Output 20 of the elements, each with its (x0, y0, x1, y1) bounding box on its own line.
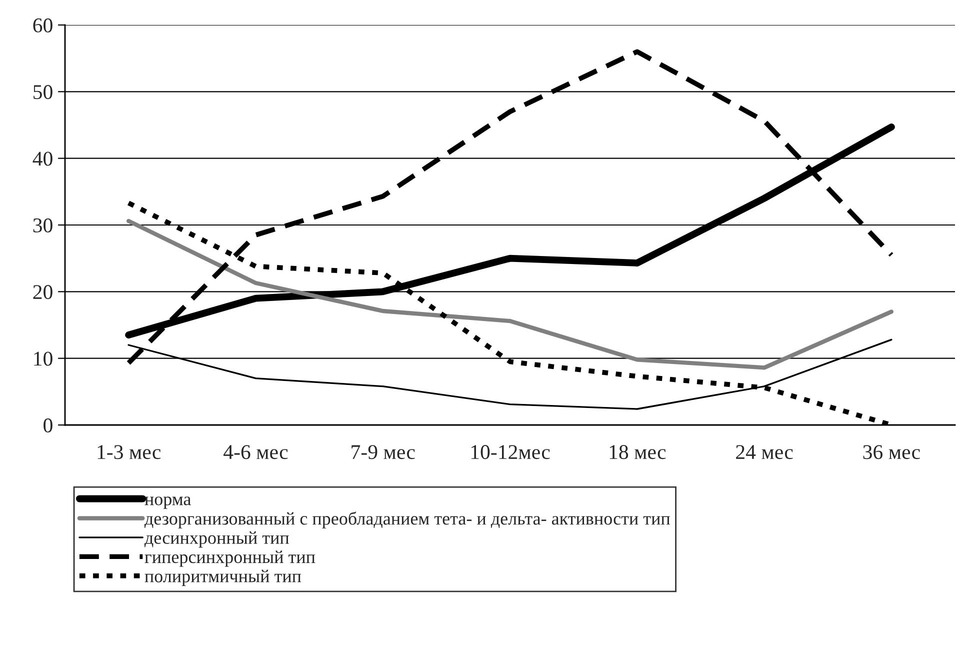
line-series (126, 218, 894, 370)
x-tick-label: 36 мес (863, 445, 920, 460)
y-tick-label: 60 (33, 18, 52, 32)
y-tick-label: 20 (33, 285, 52, 300)
x-tick-label: 7-9 мес (352, 445, 415, 460)
y-tick-label: 40 (32, 152, 52, 166)
legend-label: полиритмичный тип (144, 570, 302, 586)
legend-label: гиперсинхронный тип (144, 550, 316, 567)
y-tick-label: 30 (33, 218, 52, 232)
x-tick-label: 1-3 мес (98, 445, 161, 460)
legend-label: десинхронный тип (144, 531, 289, 548)
x-tick-label: 18 мес (610, 445, 666, 460)
legend-label: норма (144, 496, 191, 509)
legend-label: дезорганизованный с преобладанием тета- и дельта- активности тип (144, 512, 670, 528)
y-tick-label: 50 (34, 85, 52, 100)
y-tick-label: 0 (44, 418, 52, 432)
y-tick-label: 10 (34, 352, 52, 366)
x-tick-label: 10-12мес (471, 445, 550, 460)
x-tick-label: 24 мес (736, 445, 793, 460)
x-tick-label: 4-6 мес (224, 445, 288, 460)
